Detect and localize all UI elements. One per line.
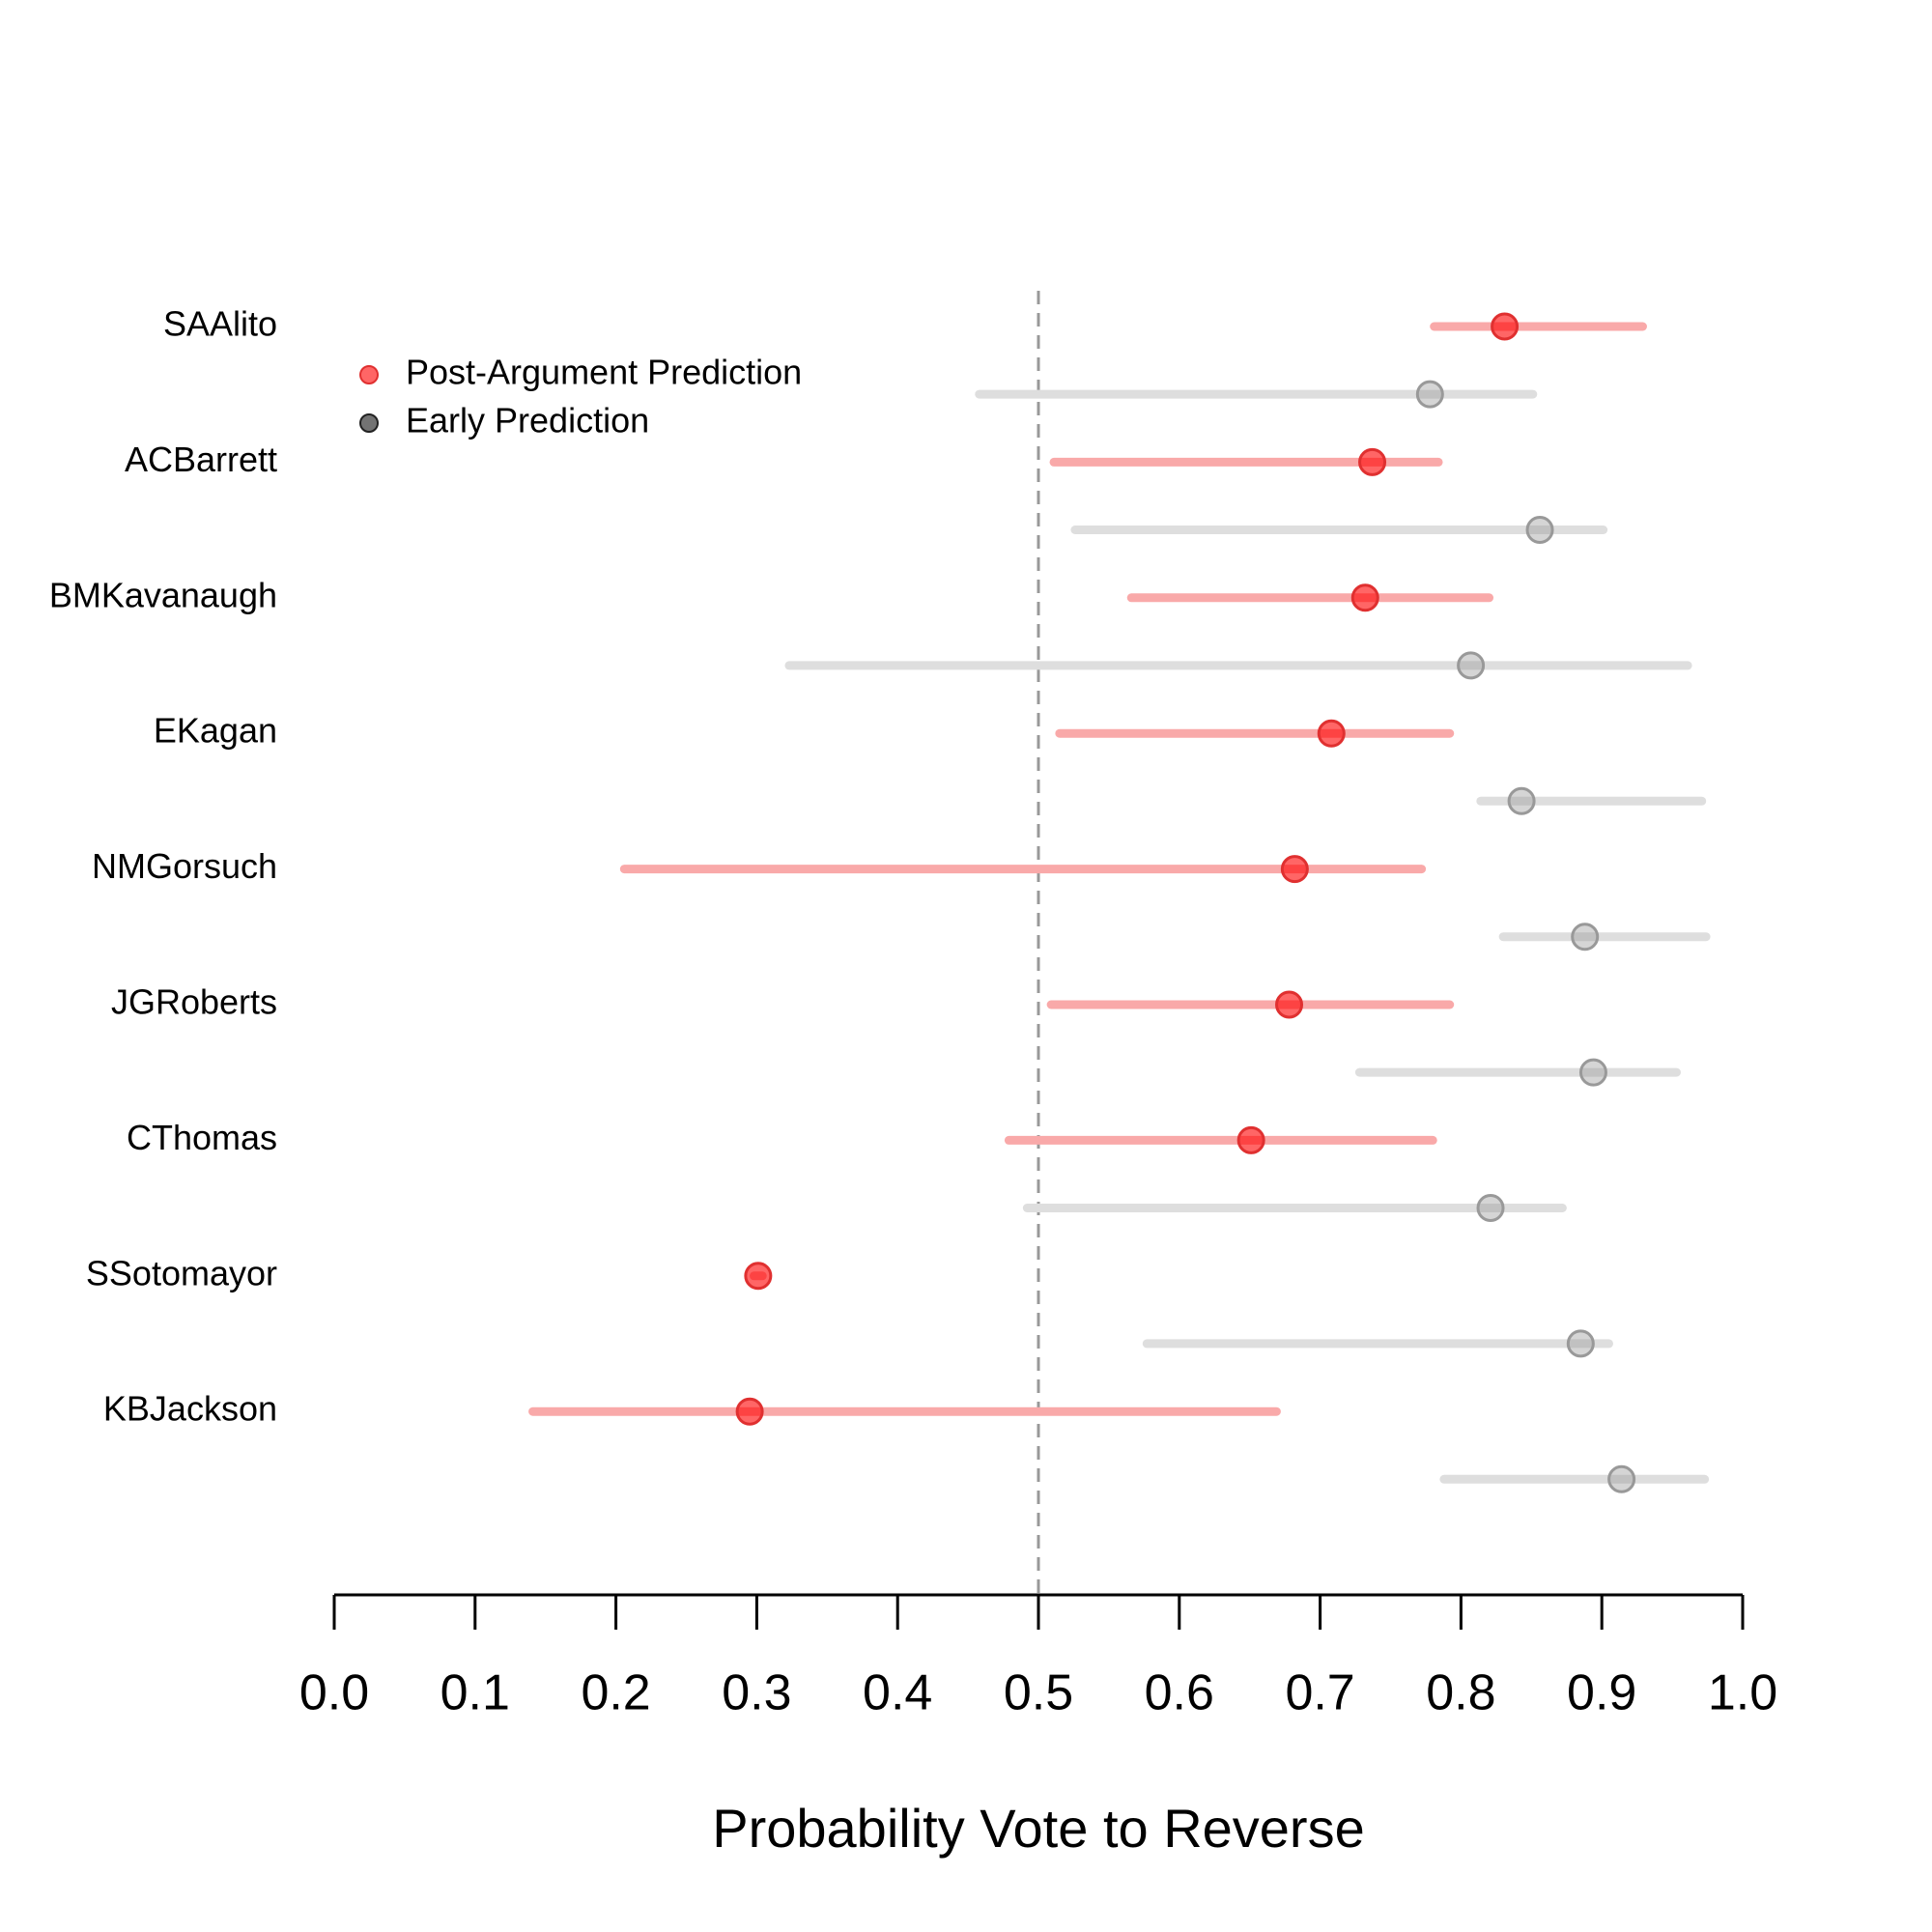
x-tick-label: 0.6 — [1145, 1665, 1214, 1721]
point — [1317, 719, 1346, 748]
justice-label: SSotomayor — [86, 1253, 277, 1293]
point — [1571, 923, 1600, 952]
point — [1350, 583, 1379, 612]
legend-marker — [359, 413, 379, 433]
point — [1566, 1329, 1595, 1358]
point — [1607, 1464, 1636, 1493]
point — [1525, 516, 1554, 544]
justice-label: CThomas — [127, 1118, 277, 1157]
x-tick-label: 0.5 — [1004, 1665, 1073, 1721]
point — [1507, 786, 1536, 815]
point — [1476, 1194, 1505, 1222]
point — [1491, 312, 1520, 341]
x-tick-label: 0.7 — [1285, 1665, 1354, 1721]
justice-label: KBJackson — [103, 1389, 277, 1429]
justice-label: JGRoberts — [111, 982, 277, 1022]
x-tick-label: 0.9 — [1567, 1665, 1636, 1721]
legend-label: Early Prediction — [406, 401, 649, 440]
point — [1275, 990, 1304, 1019]
point — [1358, 447, 1387, 476]
point — [1457, 651, 1486, 680]
legend-marker — [359, 365, 379, 384]
point — [735, 1397, 764, 1426]
justice-label: NMGorsuch — [92, 846, 277, 886]
x-tick-label: 0.8 — [1426, 1665, 1495, 1721]
x-tick-label: 0.3 — [722, 1665, 791, 1721]
justice-label: SAAlito — [163, 304, 277, 344]
justice-label: EKagan — [154, 711, 277, 751]
legend-label: Post-Argument Prediction — [406, 353, 802, 392]
point — [1280, 855, 1309, 884]
point — [1415, 380, 1444, 409]
x-tick-label: 0.2 — [581, 1665, 650, 1721]
justice-label: ACBarrett — [125, 440, 277, 479]
point — [1236, 1125, 1265, 1154]
x-tick-label: 0.1 — [440, 1665, 510, 1721]
x-tick-label: 0.0 — [299, 1665, 369, 1721]
x-axis-label: Probability Vote to Reverse — [712, 1798, 1364, 1859]
x-tick-label: 1.0 — [1708, 1665, 1777, 1721]
point — [744, 1262, 773, 1291]
x-tick-label: 0.4 — [863, 1665, 932, 1721]
justice-label: BMKavanaugh — [49, 575, 277, 614]
point — [1578, 1058, 1607, 1087]
